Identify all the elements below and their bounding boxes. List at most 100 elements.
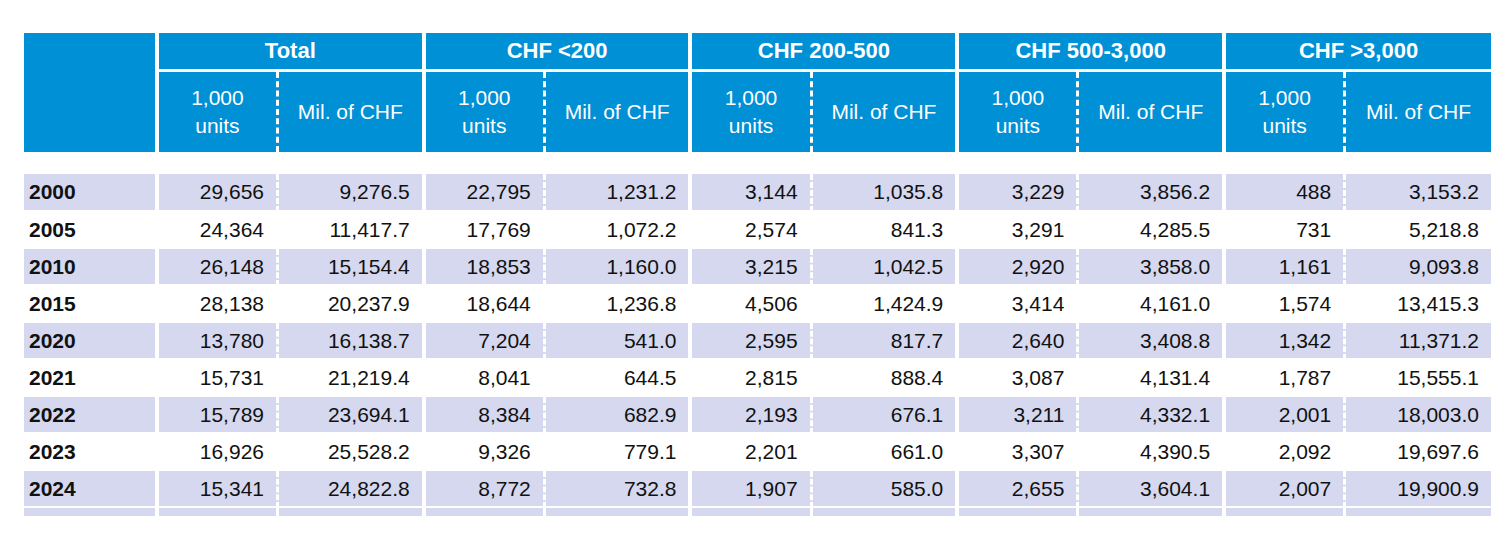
data-cell: 4,131.4	[1078, 359, 1224, 396]
data-cell: 28,138	[157, 285, 278, 322]
data-cell: 1,424.9	[811, 285, 957, 322]
data-cell: 18,853	[424, 248, 545, 285]
data-cell: 20,237.9	[278, 285, 424, 322]
data-cell: 16,926	[157, 433, 278, 470]
data-cell	[690, 507, 811, 516]
data-cell: 4,332.1	[1078, 396, 1224, 433]
data-cell: 19,900.9	[1345, 470, 1491, 507]
row-year-label: 2010	[24, 248, 157, 285]
data-cell: 488	[1224, 174, 1345, 211]
sub-header-units: 1,000 units	[157, 70, 278, 152]
data-cell: 18,003.0	[1345, 396, 1491, 433]
data-cell: 1,907	[690, 470, 811, 507]
data-cell: 15,731	[157, 359, 278, 396]
row-year-label: 2000	[24, 174, 157, 211]
year-column-header	[24, 33, 157, 152]
table-row: 200524,36411,417.717,7691,072.22,574841.…	[24, 211, 1491, 248]
data-cell: 1,161	[1224, 248, 1345, 285]
sub-header-value: Mil. of CHF	[544, 70, 690, 152]
sub-header-units: 1,000 units	[1224, 70, 1345, 152]
data-cell: 3,858.0	[1078, 248, 1224, 285]
sub-header-value: Mil. of CHF	[278, 70, 424, 152]
data-cell: 841.3	[811, 211, 957, 248]
sub-header-units: 1,000 units	[957, 70, 1078, 152]
data-cell: 15,154.4	[278, 248, 424, 285]
data-cell: 3,144	[690, 174, 811, 211]
sub-header-value: Mil. of CHF	[1345, 70, 1491, 152]
data-cell: 2,574	[690, 211, 811, 248]
row-year-label: 2005	[24, 211, 157, 248]
data-cell: 17,769	[424, 211, 545, 248]
data-cell: 731	[1224, 211, 1345, 248]
data-cell: 888.4	[811, 359, 957, 396]
partial-next-row	[24, 507, 1491, 516]
header-body-gap	[24, 152, 1491, 174]
price-category-export-table: Total CHF <200 CHF 200-500 CHF 500-3,000…	[24, 33, 1491, 516]
data-cell: 661.0	[811, 433, 957, 470]
sub-header-units: 1,000 units	[690, 70, 811, 152]
data-cell: 682.9	[544, 396, 690, 433]
data-cell: 29,656	[157, 174, 278, 211]
data-cell: 2,815	[690, 359, 811, 396]
data-cell	[1345, 507, 1491, 516]
row-year-label: 2020	[24, 322, 157, 359]
sub-header-value: Mil. of CHF	[811, 70, 957, 152]
table-row: 202013,78016,138.77,204541.02,595817.72,…	[24, 322, 1491, 359]
data-cell: 2,092	[1224, 433, 1345, 470]
data-cell: 3,087	[957, 359, 1078, 396]
data-cell: 1,236.8	[544, 285, 690, 322]
table-row: 202115,73121,219.48,041644.52,815888.43,…	[24, 359, 1491, 396]
data-cell: 13,415.3	[1345, 285, 1491, 322]
data-cell: 19,697.6	[1345, 433, 1491, 470]
group-header-row: Total CHF <200 CHF 200-500 CHF 500-3,000…	[24, 33, 1491, 70]
data-cell	[957, 507, 1078, 516]
data-cell: 1,160.0	[544, 248, 690, 285]
data-cell: 11,417.7	[278, 211, 424, 248]
data-cell: 9,093.8	[1345, 248, 1491, 285]
data-cell	[544, 507, 690, 516]
group-header-chf-gt-3000: CHF >3,000	[1224, 33, 1491, 70]
data-cell: 24,364	[157, 211, 278, 248]
data-cell: 8,384	[424, 396, 545, 433]
data-cell: 2,001	[1224, 396, 1345, 433]
group-header-chf-500-3000: CHF 500-3,000	[957, 33, 1224, 70]
data-cell: 4,161.0	[1078, 285, 1224, 322]
table-row: 202215,78923,694.18,384682.92,193676.13,…	[24, 396, 1491, 433]
sub-header-units: 1,000 units	[424, 70, 545, 152]
data-cell: 13,780	[157, 322, 278, 359]
data-cell: 3,408.8	[1078, 322, 1224, 359]
data-cell: 817.7	[811, 322, 957, 359]
data-cell: 2,201	[690, 433, 811, 470]
table-body: 200029,6569,276.522,7951,231.23,1441,035…	[24, 152, 1491, 516]
data-cell: 4,390.5	[1078, 433, 1224, 470]
row-year-label: 2023	[24, 433, 157, 470]
data-cell: 15,789	[157, 396, 278, 433]
data-table: Total CHF <200 CHF 200-500 CHF 500-3,000…	[24, 33, 1491, 516]
data-cell: 1,035.8	[811, 174, 957, 211]
data-cell: 4,506	[690, 285, 811, 322]
data-cell: 24,822.8	[278, 470, 424, 507]
spacer-cell	[24, 152, 1491, 174]
data-cell: 3,856.2	[1078, 174, 1224, 211]
data-cell: 3,604.1	[1078, 470, 1224, 507]
data-cell: 644.5	[544, 359, 690, 396]
data-cell: 11,371.2	[1345, 322, 1491, 359]
data-cell: 15,341	[157, 470, 278, 507]
data-cell	[1224, 507, 1345, 516]
data-cell: 779.1	[544, 433, 690, 470]
data-cell: 3,229	[957, 174, 1078, 211]
data-cell: 1,787	[1224, 359, 1345, 396]
data-cell: 3,215	[690, 248, 811, 285]
data-cell: 1,342	[1224, 322, 1345, 359]
data-cell: 23,694.1	[278, 396, 424, 433]
group-header-chf-200-500: CHF 200-500	[690, 33, 957, 70]
data-cell: 22,795	[424, 174, 545, 211]
data-cell: 3,153.2	[1345, 174, 1491, 211]
data-cell: 25,528.2	[278, 433, 424, 470]
data-cell: 585.0	[811, 470, 957, 507]
data-cell: 3,307	[957, 433, 1078, 470]
row-year-label	[24, 507, 157, 516]
data-cell: 1,231.2	[544, 174, 690, 211]
sub-header-row: 1,000 units Mil. of CHF 1,000 units Mil.…	[24, 70, 1491, 152]
data-cell: 732.8	[544, 470, 690, 507]
